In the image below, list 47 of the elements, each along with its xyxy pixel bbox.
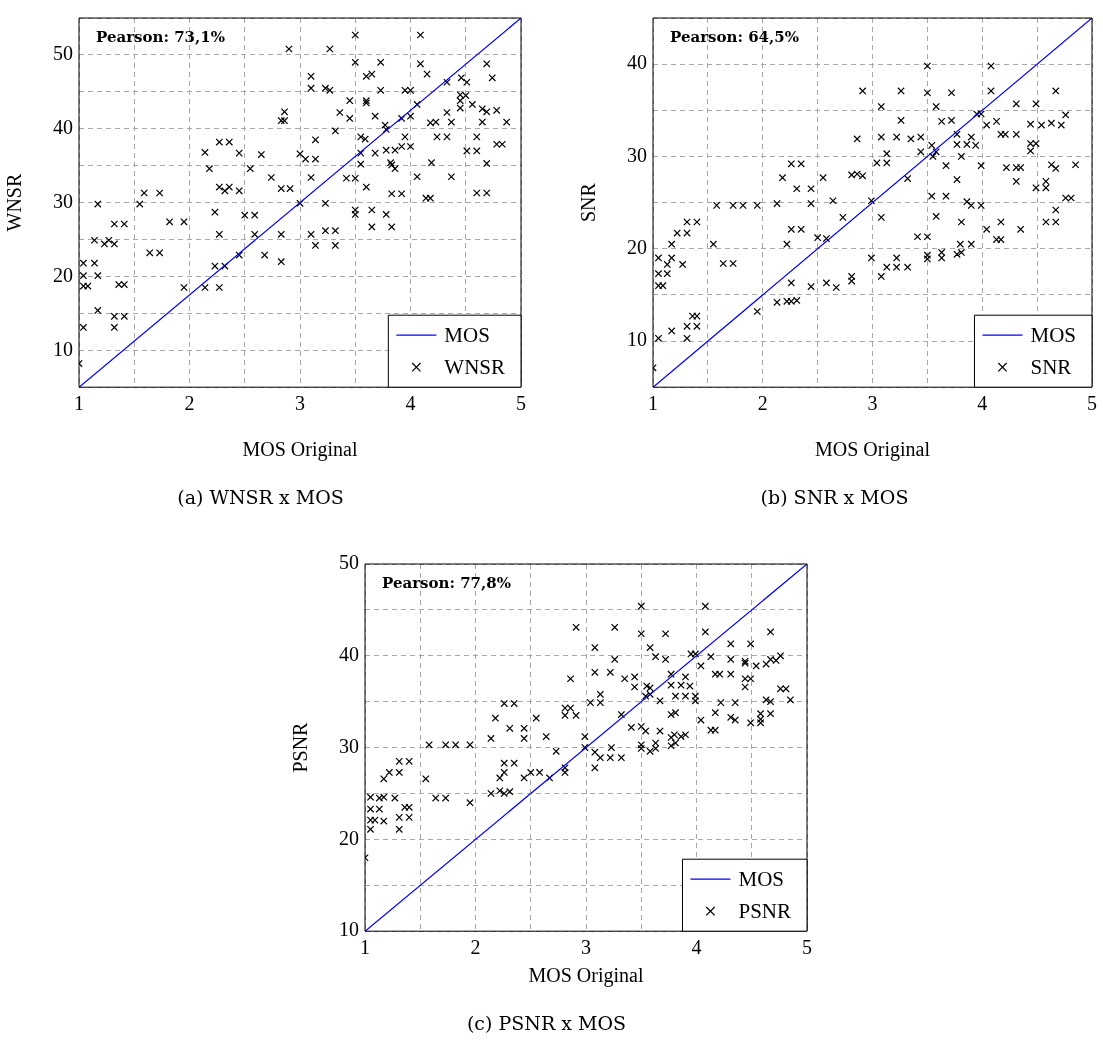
- x-tick-label: 2: [757, 392, 768, 415]
- y-tick-label: 10: [53, 337, 73, 360]
- x-tick-label: 3: [867, 392, 878, 415]
- text: (a) WNSR x MOS: [177, 485, 344, 508]
- y-tick-label: 20: [53, 263, 73, 286]
- legend-label: MOS: [1030, 322, 1077, 347]
- x-tick-label: 1: [360, 936, 370, 959]
- legend-label: SNR: [1030, 354, 1072, 379]
- y-axis-title: WNSR: [3, 173, 26, 232]
- x-tick-label: 5: [1087, 392, 1097, 415]
- annotation: Pearson: 77,8%: [382, 574, 511, 593]
- y-tick-label: 30: [339, 734, 359, 757]
- y-tick-label: 20: [339, 826, 359, 849]
- x-tick-label: 5: [802, 936, 812, 959]
- annotation: Pearson: 73,1%: [96, 28, 225, 47]
- legend-label: MOS: [444, 322, 490, 347]
- x-axis-title: MOS Original: [528, 964, 644, 988]
- y-tick-label: 10: [627, 328, 647, 351]
- y-tick-label: 40: [53, 116, 73, 139]
- x-tick-label: 3: [295, 392, 305, 415]
- x-tick-label: 4: [691, 936, 702, 959]
- y-axis-title: SNR: [577, 182, 600, 223]
- y-axis-title: PSNR: [289, 721, 312, 773]
- x-tick-label: 2: [470, 936, 481, 959]
- x-tick-label: 1: [74, 392, 84, 415]
- x-tick-label: 2: [184, 392, 195, 415]
- x-tick-label: 3: [581, 936, 591, 959]
- y-tick-label: 50: [339, 551, 359, 574]
- text: (b) SNR x MOS: [760, 485, 909, 508]
- legend-label: PSNR: [738, 898, 791, 923]
- legend-label: MOS: [738, 866, 784, 891]
- y-tick-label: 40: [339, 643, 359, 666]
- x-axis-title: MOS Original: [815, 438, 931, 462]
- y-tick-label: 40: [627, 51, 647, 74]
- x-axis-title: MOS Original: [242, 438, 358, 462]
- y-tick-label: 50: [53, 42, 73, 65]
- y-tick-label: 30: [627, 143, 647, 166]
- y-tick-label: 30: [53, 189, 73, 212]
- x-tick-label: 4: [977, 392, 988, 415]
- text: (c) PSNR x MOS: [466, 1011, 627, 1034]
- x-tick-label: 4: [405, 392, 416, 415]
- x-tick-label: 1: [648, 392, 658, 415]
- y-tick-label: 20: [627, 236, 647, 258]
- y-tick-label: 10: [339, 918, 359, 941]
- x-tick-label: 5: [516, 392, 526, 415]
- legend-label: WNSR: [444, 354, 506, 379]
- annotation: Pearson: 64,5%: [670, 28, 799, 47]
